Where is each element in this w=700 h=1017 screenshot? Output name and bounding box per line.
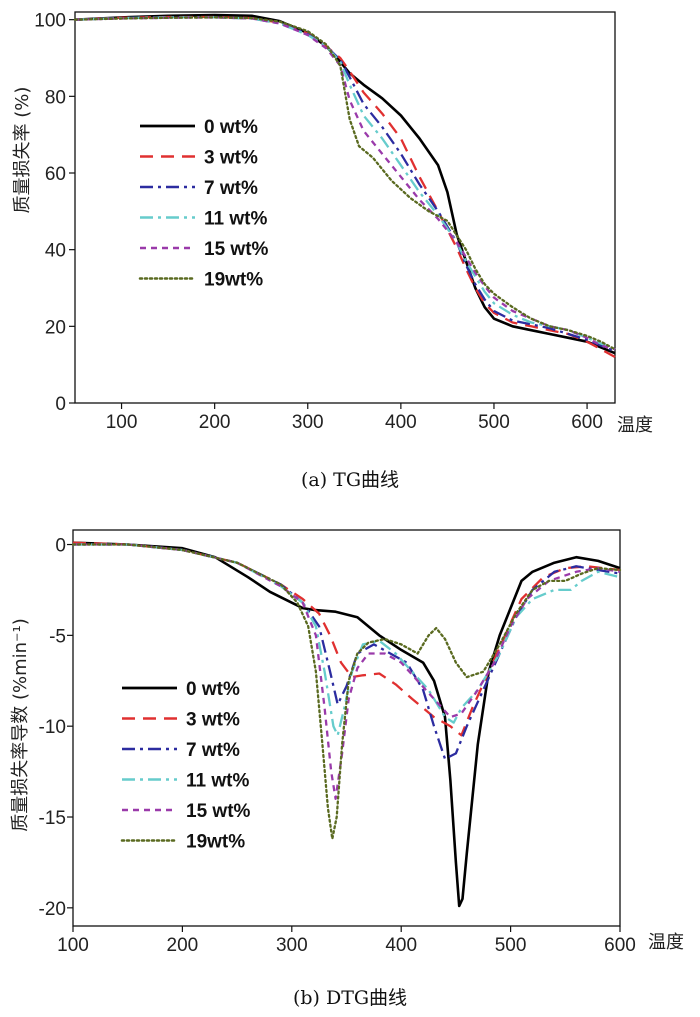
dtg-x-tick-label: 300: [276, 935, 308, 956]
dtg-legend-label: 0 wt%: [186, 679, 240, 700]
dtg-x-tick-label: 400: [385, 935, 417, 956]
dtg-x-ticks: 100 200 300 400 500 600: [57, 926, 636, 956]
tg-series-line-0: [74, 13, 616, 355]
dtg-series-line-5: [71, 543, 622, 840]
dtg-series-lines: [71, 541, 622, 908]
tg-legend-label: 0 wt%: [204, 117, 258, 138]
tg-x-tick-label: 500: [478, 412, 510, 433]
tg-y-tick-label: 100: [34, 11, 66, 32]
dtg-legend-label: 19wt%: [186, 832, 245, 853]
tg-plot-frame: [74, 11, 616, 404]
dtg-legend-label: 7 wt%: [186, 740, 240, 761]
dtg-x-tick-label: 200: [167, 935, 199, 956]
tg-caption: (a) TG曲线: [301, 469, 399, 491]
dtg-y-tick-label: -15: [39, 808, 66, 829]
dtg-caption: (b) DTG曲线: [293, 987, 407, 1009]
dtg-legend-label: 11 wt%: [186, 771, 249, 792]
tg-x-tick-label: 200: [199, 412, 231, 433]
dtg-x-tick-label: 100: [57, 935, 89, 956]
dtg-legend: 0 wt% 3 wt% 7 wt% 11 wt% 15 wt% 19wt%: [120, 679, 251, 853]
dtg-y-ticks: 0 -5 -10 -15 -20: [39, 536, 73, 920]
tg-x-ticks: 100 200 300 400 500 600: [106, 403, 603, 433]
dtg-plot-frame: [72, 529, 621, 927]
dtg-y-label: 质量损失率导数 (%min⁻¹): [10, 618, 31, 832]
dtg-x-tick-label: 500: [495, 935, 527, 956]
tg-y-tick-label: 20: [45, 317, 66, 338]
tg-chart: 100 200 300 400 500 600 0 20 40 60 80 100 0 wt% 3 w…: [12, 11, 653, 491]
dtg-series-line-4: [73, 543, 621, 800]
tg-legend-label: 11 wt%: [204, 209, 267, 230]
tg-legend: 0 wt% 3 wt% 7 wt% 11 wt% 15 wt% 19wt%: [138, 117, 269, 291]
tg-legend-label: 7 wt%: [204, 178, 258, 199]
dtg-x-tick-label: 600: [604, 935, 636, 956]
tg-x-tick-label: 300: [292, 412, 324, 433]
dtg-legend-label: 15 wt%: [186, 801, 251, 822]
tg-y-label: 质量损失率 (%): [12, 87, 33, 214]
dtg-legend-label: 3 wt%: [186, 710, 240, 731]
dtg-series-line-3: [73, 543, 621, 737]
tg-series-line-5: [73, 16, 617, 351]
dtg-series-line-2: [73, 543, 621, 761]
dtg-x-label: 温度: [648, 932, 684, 953]
tg-legend-label: 15 wt%: [204, 239, 269, 260]
tg-legend-label: 3 wt%: [204, 148, 258, 169]
tg-y-tick-label: 40: [45, 241, 66, 262]
tg-legend-label: 19wt%: [204, 270, 263, 291]
dtg-y-tick-label: -20: [39, 899, 66, 920]
tg-y-tick-label: 80: [45, 87, 66, 108]
tg-y-tick-label: 0: [55, 394, 66, 415]
dtg-series-line-0: [72, 541, 621, 908]
dtg-y-tick-label: -5: [49, 626, 66, 647]
tg-x-label: 温度: [617, 415, 653, 436]
tg-x-tick-label: 400: [385, 412, 417, 433]
tg-y-ticks: 0 20 40 60 80 100: [34, 11, 75, 415]
tg-x-tick-label: 600: [571, 412, 603, 433]
dtg-y-tick-label: -10: [39, 717, 66, 738]
tg-series-lines: [73, 13, 617, 359]
tg-x-tick-label: 100: [106, 412, 138, 433]
tg-y-tick-label: 60: [45, 164, 66, 185]
dtg-y-tick-label: 0: [55, 536, 66, 557]
dtg-chart: 100 200 300 400 500 600 0 -5 -10 -15 -20 0 wt% 3 w…: [10, 529, 684, 1009]
